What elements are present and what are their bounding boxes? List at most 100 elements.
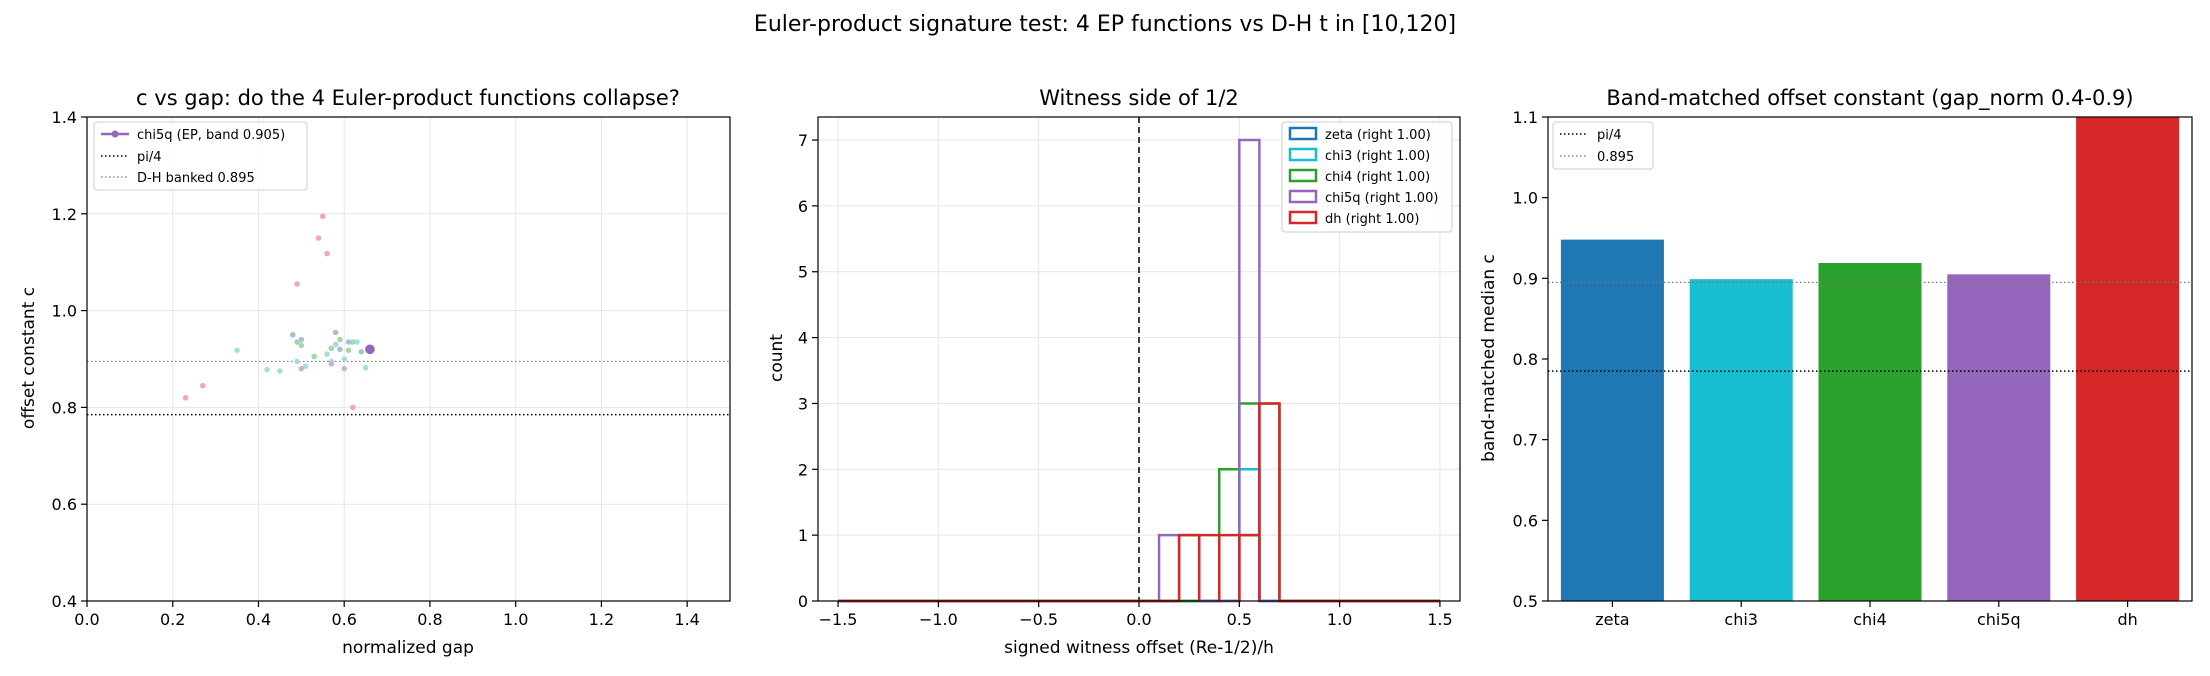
bar-dh bbox=[2076, 117, 2180, 601]
histogram-legend-label-chi5q: chi5q (right 1.00) bbox=[1325, 191, 1438, 206]
scatter-point-chi4 bbox=[337, 336, 343, 343]
scatter-point-chi3 bbox=[332, 341, 339, 348]
scatter-ytick-label: 0.8 bbox=[52, 398, 77, 417]
histogram-ytick-label: 6 bbox=[798, 197, 808, 216]
bar-xtick-label-dh: dh bbox=[2117, 610, 2137, 629]
histogram-ylabel: count bbox=[767, 334, 787, 382]
bar-ytick-label: 1.0 bbox=[1513, 189, 1538, 208]
scatter-ytick-label: 0.4 bbox=[52, 592, 77, 611]
scatter-point-chi3 bbox=[234, 347, 240, 354]
bar-ytick-label: 1.1 bbox=[1513, 108, 1538, 127]
bar-chi3 bbox=[1689, 279, 1793, 601]
bar-plot-area: zeta chi3 chi4 chi5q dh 0.5 0.6 0.7 0.8 0.9 1.0 1.1 bbox=[1513, 108, 2193, 629]
scatter-point-chi4 bbox=[298, 342, 305, 349]
scatter-point-dh bbox=[182, 394, 189, 401]
histogram-legend-label-chi3: chi3 (right 1.00) bbox=[1325, 149, 1430, 164]
histogram-xtick-label: 1.5 bbox=[1427, 610, 1452, 629]
figure-title: Euler-product signature test: 4 EP funct… bbox=[754, 12, 1456, 37]
scatter-point-chi5q bbox=[341, 365, 348, 372]
histogram-ytick-label: 7 bbox=[798, 131, 808, 150]
scatter-point-zeta bbox=[345, 339, 352, 345]
scatter-legend-label-3: D-H banked 0.895 bbox=[137, 171, 255, 186]
scatter-point-dh bbox=[199, 382, 206, 389]
histogram-legend-label-zeta: zeta (right 1.00) bbox=[1325, 128, 1431, 143]
scatter-point-chi4 bbox=[349, 339, 356, 345]
scatter-point-dh bbox=[315, 235, 322, 241]
scatter-point-dh bbox=[324, 250, 330, 257]
scatter-legend-label-2: pi/4 bbox=[137, 150, 162, 165]
scatter-point-chi3 bbox=[277, 368, 283, 374]
histogram-xtick-label: 1.0 bbox=[1327, 610, 1352, 629]
histogram-title: Witness side of 1/2 bbox=[1039, 86, 1239, 110]
scatter-point-chi5q bbox=[328, 361, 335, 367]
scatter-point-chi5q-highlight bbox=[365, 344, 375, 355]
bar-legend-label-2: 0.895 bbox=[1597, 150, 1634, 165]
scatter-point-chi3 bbox=[354, 339, 360, 345]
histogram-xtick-label: −1.5 bbox=[819, 610, 858, 629]
bar-group bbox=[1560, 117, 2180, 601]
bar-xtick-label-chi4: chi4 bbox=[1853, 610, 1887, 629]
scatter-point-chi3 bbox=[341, 356, 348, 362]
scatter-ytick-label: 1.0 bbox=[52, 302, 77, 321]
scatter-panel: 0.0 0.2 0.4 0.6 0.8 1.0 1.2 1.4 0.4 0.6 0.8 1.0 1.2 1… bbox=[19, 86, 731, 658]
scatter-point-chi4 bbox=[311, 353, 317, 360]
histogram-series-dh bbox=[838, 402, 1440, 603]
bar-ytick-label: 0.6 bbox=[1513, 511, 1538, 530]
bar-chi4 bbox=[1818, 263, 1922, 601]
bar-ylabel: band-matched median c bbox=[1479, 254, 1499, 462]
scatter-point-chi3 bbox=[294, 358, 300, 365]
bar-ytick-label: 0.7 bbox=[1513, 431, 1538, 450]
scatter-ylabel: offset constant c bbox=[19, 287, 39, 429]
histogram-ytick-label: 2 bbox=[798, 460, 808, 479]
scatter-point-chi3 bbox=[324, 351, 330, 357]
scatter-point-zeta bbox=[358, 348, 365, 355]
scatter-xtick-label: 0.2 bbox=[160, 610, 185, 629]
scatter-xtick-label: 0.4 bbox=[246, 610, 271, 629]
scatter-point-zeta bbox=[332, 329, 339, 336]
bar-ytick-label: 0.9 bbox=[1513, 269, 1538, 288]
bar-ytick-label: 0.5 bbox=[1513, 592, 1538, 611]
histogram-ytick-label: 1 bbox=[798, 526, 808, 545]
scatter-point-dh bbox=[349, 404, 356, 411]
histogram-xtick-label: 0.0 bbox=[1126, 610, 1151, 629]
scatter-plot-area: 0.0 0.2 0.4 0.6 0.8 1.0 1.2 1.4 0.4 0.6 0.8 1.0 1.2 1… bbox=[52, 108, 731, 629]
scatter-point-zeta bbox=[337, 346, 343, 353]
scatter-frame bbox=[86, 116, 731, 602]
histogram-xtick-label: −1.0 bbox=[919, 610, 958, 629]
histogram-panel: −1.5 −1.0 −0.5 0.0 0.5 1.0 1.5 0 1 2 3 4 5 6 7 Witness… bbox=[767, 86, 1461, 658]
scatter-xtick-label: 1.2 bbox=[589, 610, 614, 629]
histogram-legend-label-chi4: chi4 (right 1.00) bbox=[1325, 170, 1430, 185]
scatter-point-chi4 bbox=[294, 339, 300, 345]
histogram-xlabel: signed witness offset (Re-1/2)/h bbox=[1004, 638, 1274, 658]
scatter-xtick-label: 1.4 bbox=[674, 610, 699, 629]
histogram-ytick-label: 5 bbox=[798, 263, 808, 282]
scatter-xtick-label: 0.0 bbox=[74, 610, 99, 629]
scatter-point-chi4 bbox=[345, 347, 352, 354]
scatter-xlabel: normalized gap bbox=[342, 638, 474, 658]
bar-xtick-label-chi3: chi3 bbox=[1724, 610, 1758, 629]
bar-legend: pi/4 0.895 bbox=[1552, 121, 1654, 170]
scatter-xtick-label: 0.6 bbox=[331, 610, 356, 629]
histogram-ytick-label: 4 bbox=[798, 329, 808, 348]
scatter-legend: chi5q (EP, band 0.905) pi/4 D-H banked 0… bbox=[93, 121, 308, 191]
scatter-xtick-label: 0.8 bbox=[417, 610, 442, 629]
scatter-xtick-label: 1.0 bbox=[503, 610, 528, 629]
bar-ytick-label: 0.8 bbox=[1513, 350, 1538, 369]
scatter-ytick-label: 1.4 bbox=[52, 108, 77, 127]
histogram-xtick-label: 0.5 bbox=[1227, 610, 1252, 629]
scatter-title: c vs gap: do the 4 Euler-product functio… bbox=[136, 86, 680, 110]
scatter-point-chi5q bbox=[298, 365, 305, 372]
histogram-legend: zeta (right 1.00) chi3 (right 1.00) chi4… bbox=[1281, 121, 1453, 233]
histogram-legend-label-dh: dh (right 1.00) bbox=[1325, 212, 1419, 227]
scatter-point-chi4 bbox=[328, 345, 335, 352]
scatter-point-chi3 bbox=[302, 363, 309, 370]
bar-chi5q bbox=[1947, 274, 2051, 601]
bar-legend-label-1: pi/4 bbox=[1597, 128, 1622, 143]
histogram-ytick-label: 0 bbox=[798, 592, 808, 611]
histogram-xtick-label: −0.5 bbox=[1019, 610, 1058, 629]
scatter-point-zeta bbox=[289, 332, 296, 338]
bar-title: Band-matched offset constant (gap_norm 0… bbox=[1606, 86, 2133, 111]
scatter-ytick-label: 1.2 bbox=[52, 205, 77, 224]
scatter-point-chi3 bbox=[362, 364, 369, 371]
